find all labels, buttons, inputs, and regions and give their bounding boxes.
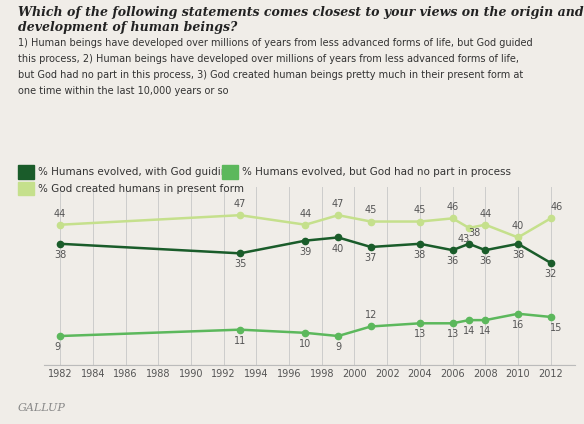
Text: GALLUP: GALLUP [18, 403, 65, 413]
Text: % Humans evolved, with God guiding: % Humans evolved, with God guiding [38, 167, 234, 177]
Text: 32: 32 [544, 269, 557, 279]
Text: 46: 46 [447, 202, 458, 212]
Text: but God had no part in this process, 3) God created human beings pretty much in : but God had no part in this process, 3) … [18, 70, 523, 81]
Text: 40: 40 [332, 243, 344, 254]
Text: one time within the last 10,000 years or so: one time within the last 10,000 years or… [18, 86, 228, 97]
Text: 47: 47 [332, 199, 345, 209]
Text: 36: 36 [479, 256, 491, 266]
Text: 45: 45 [364, 206, 377, 215]
Text: 38: 38 [468, 228, 481, 238]
Text: 9: 9 [335, 342, 341, 352]
Text: 35: 35 [234, 259, 246, 269]
Text: 38: 38 [54, 250, 66, 260]
Text: 38: 38 [512, 250, 524, 260]
Text: 38: 38 [414, 250, 426, 260]
Text: 44: 44 [479, 209, 491, 219]
Text: 12: 12 [364, 310, 377, 321]
Text: 11: 11 [234, 336, 246, 346]
Text: 1) Human beings have developed over millions of years from less advanced forms o: 1) Human beings have developed over mill… [18, 38, 532, 48]
Text: % Humans evolved, but God had no part in process: % Humans evolved, but God had no part in… [242, 167, 512, 177]
Text: development of human beings?: development of human beings? [18, 21, 237, 34]
Text: 10: 10 [300, 339, 311, 349]
Text: 37: 37 [364, 253, 377, 263]
Text: 13: 13 [447, 329, 458, 339]
Text: 44: 44 [300, 209, 311, 219]
Text: 14: 14 [463, 326, 475, 336]
Text: 40: 40 [512, 221, 524, 232]
Text: 36: 36 [447, 256, 458, 266]
Text: % God created humans in present form: % God created humans in present form [38, 184, 244, 194]
Text: this process, 2) Human beings have developed over millions of years from less ad: this process, 2) Human beings have devel… [18, 54, 519, 64]
Text: 39: 39 [300, 247, 311, 257]
Text: 47: 47 [234, 199, 246, 209]
Text: Which of the following statements comes closest to your views on the origin and: Which of the following statements comes … [18, 6, 583, 20]
Text: 9: 9 [54, 342, 60, 352]
Text: 44: 44 [54, 209, 66, 219]
Text: 46: 46 [550, 202, 562, 212]
Text: 16: 16 [512, 320, 524, 330]
Text: 45: 45 [413, 206, 426, 215]
Text: 14: 14 [479, 326, 491, 336]
Text: 13: 13 [414, 329, 426, 339]
Text: 43: 43 [457, 234, 470, 244]
Text: 15: 15 [550, 323, 562, 333]
